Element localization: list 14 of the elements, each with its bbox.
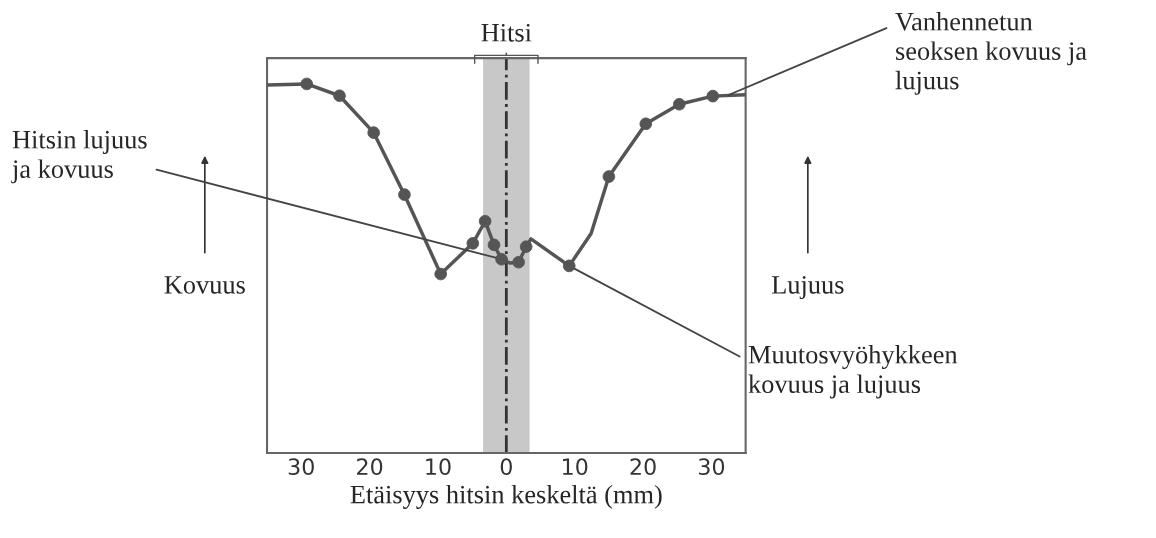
x-tick-label: 30	[698, 458, 725, 476]
x-tick-label: 20	[630, 458, 656, 476]
x-tick-label: 10	[563, 458, 588, 476]
y-axis-title: Kovuus	[164, 276, 245, 294]
x-axis-title: Etäisyys hitsin keskeltä (mm)	[350, 484, 662, 509]
x-tick-label: 0	[500, 458, 512, 476]
x-tick-label: 30	[288, 458, 314, 476]
annotation: Muutosvyöhykkeen kovuus ja lujuus	[748, 345, 958, 399]
annotation: Vanhennetun seoksen kovuus ja lujuus	[895, 12, 1087, 95]
x-tick-label: 10	[426, 458, 451, 476]
y2-axis-title: Lujuus	[771, 276, 844, 300]
x-tick-label: 20	[357, 458, 383, 476]
band-label: Hitsi	[481, 23, 532, 42]
annotation: Hitsin lujuus ja kovuus	[11, 130, 147, 184]
